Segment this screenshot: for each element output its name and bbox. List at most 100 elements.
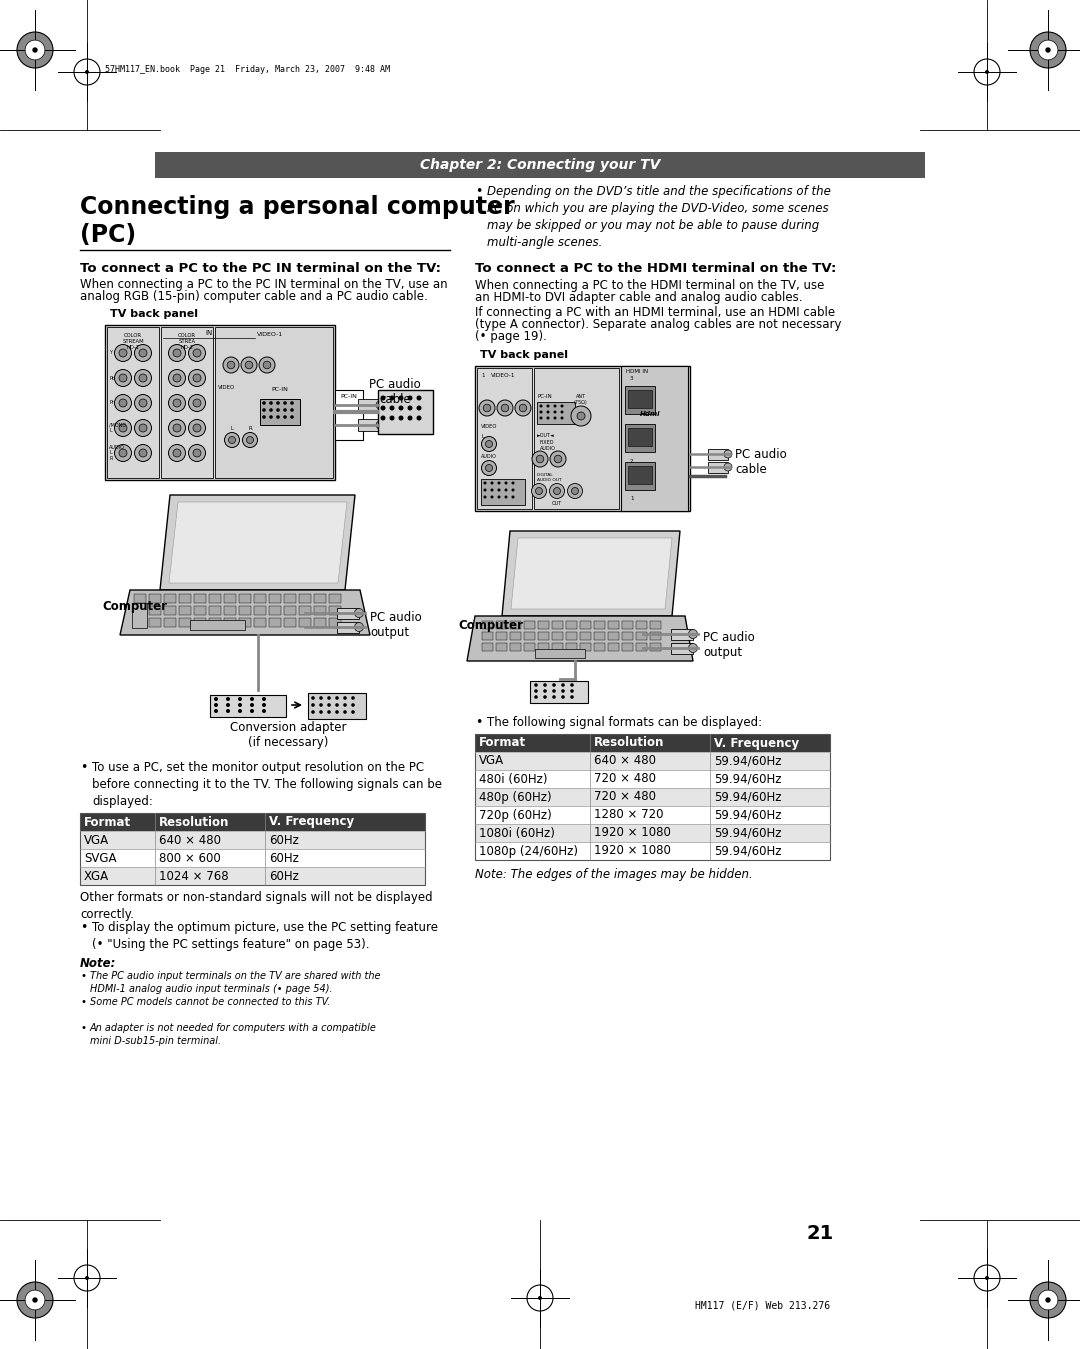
Text: Resolution: Resolution — [594, 737, 664, 750]
Bar — [608, 621, 619, 629]
Circle shape — [540, 417, 542, 420]
Bar — [284, 618, 296, 627]
Text: An adapter is not needed for computers with a compatible
mini D-sub15-pin termin: An adapter is not needed for computers w… — [90, 1023, 377, 1045]
Circle shape — [504, 488, 508, 491]
Circle shape — [17, 32, 53, 67]
Text: 59.94/60Hz: 59.94/60Hz — [714, 754, 782, 768]
Circle shape — [238, 710, 242, 714]
Bar — [496, 621, 507, 629]
Text: PC-IN: PC-IN — [537, 394, 552, 399]
Text: 60Hz: 60Hz — [269, 870, 299, 882]
Bar — [627, 465, 652, 484]
Bar — [224, 594, 237, 603]
Bar — [510, 643, 521, 652]
Circle shape — [262, 703, 266, 707]
Circle shape — [540, 410, 542, 414]
Circle shape — [554, 487, 561, 495]
Circle shape — [399, 415, 404, 421]
Circle shape — [238, 697, 242, 701]
Polygon shape — [502, 532, 680, 616]
Text: VIDEO-1: VIDEO-1 — [490, 374, 515, 378]
Text: 2: 2 — [630, 459, 634, 464]
Bar — [80, 849, 426, 867]
Circle shape — [483, 405, 490, 411]
Bar — [552, 643, 563, 652]
Bar — [621, 366, 688, 511]
Text: 1920 × 1080: 1920 × 1080 — [594, 827, 671, 839]
Circle shape — [168, 420, 186, 437]
Circle shape — [25, 1290, 45, 1310]
Circle shape — [249, 697, 254, 701]
Bar — [625, 461, 654, 490]
Circle shape — [262, 710, 266, 714]
Bar — [164, 606, 176, 615]
Circle shape — [1045, 47, 1051, 53]
Text: (type A connector). Separate analog cables are not necessary: (type A connector). Separate analog cabl… — [475, 318, 841, 331]
Bar — [594, 631, 605, 639]
Circle shape — [189, 370, 205, 387]
Circle shape — [538, 1296, 542, 1300]
Bar — [164, 618, 176, 627]
Circle shape — [214, 710, 218, 714]
Bar — [164, 594, 176, 603]
Text: PC-IN: PC-IN — [271, 387, 288, 393]
Bar — [482, 643, 492, 652]
Circle shape — [484, 495, 486, 499]
Text: TV back panel: TV back panel — [110, 309, 198, 318]
Text: L: L — [481, 434, 484, 438]
Bar — [552, 631, 563, 639]
Circle shape — [311, 710, 314, 714]
Bar — [608, 643, 619, 652]
Bar — [314, 618, 326, 627]
Bar — [210, 594, 221, 603]
Circle shape — [417, 395, 421, 401]
Circle shape — [139, 349, 147, 357]
Circle shape — [276, 415, 280, 418]
Circle shape — [390, 415, 394, 421]
Text: To display the optimum picture, use the PC setting feature
(• "Using the PC sett: To display the optimum picture, use the … — [92, 921, 438, 951]
Text: R: R — [248, 426, 252, 430]
Text: •: • — [80, 1023, 86, 1033]
Circle shape — [229, 437, 235, 444]
Bar — [475, 751, 831, 770]
Circle shape — [562, 683, 565, 687]
Circle shape — [119, 424, 127, 432]
Text: PC audio
cable: PC audio cable — [369, 378, 421, 406]
Circle shape — [283, 401, 287, 405]
Bar — [357, 420, 380, 430]
Circle shape — [570, 683, 573, 687]
Circle shape — [1045, 1298, 1051, 1303]
Text: Other formats or non-standard signals will not be displayed
correctly.: Other formats or non-standard signals wi… — [80, 890, 433, 921]
Circle shape — [1038, 40, 1058, 59]
Circle shape — [241, 357, 257, 374]
Bar — [269, 606, 281, 615]
Circle shape — [546, 410, 550, 414]
Text: •: • — [80, 997, 86, 1006]
Text: 59.94/60Hz: 59.94/60Hz — [714, 827, 782, 839]
Bar — [622, 643, 633, 652]
Bar — [671, 629, 693, 639]
Text: ►OUT◄: ►OUT◄ — [537, 433, 555, 438]
Circle shape — [269, 415, 273, 418]
Bar — [580, 621, 591, 629]
Circle shape — [264, 362, 271, 368]
Circle shape — [85, 70, 89, 74]
Circle shape — [985, 70, 989, 74]
Text: PC audio
cable: PC audio cable — [735, 448, 786, 476]
Circle shape — [139, 399, 147, 407]
Circle shape — [552, 689, 556, 693]
Bar — [80, 867, 426, 885]
Bar — [594, 643, 605, 652]
Text: 59.94/60Hz: 59.94/60Hz — [714, 773, 782, 785]
Text: Connecting a personal computer: Connecting a personal computer — [80, 196, 515, 219]
Circle shape — [327, 696, 330, 700]
Circle shape — [114, 394, 132, 411]
Circle shape — [226, 703, 230, 707]
Circle shape — [570, 689, 573, 693]
Circle shape — [571, 406, 591, 426]
Circle shape — [168, 445, 186, 461]
Bar — [650, 621, 661, 629]
Circle shape — [985, 1276, 989, 1280]
Circle shape — [570, 695, 573, 699]
Circle shape — [276, 409, 280, 411]
